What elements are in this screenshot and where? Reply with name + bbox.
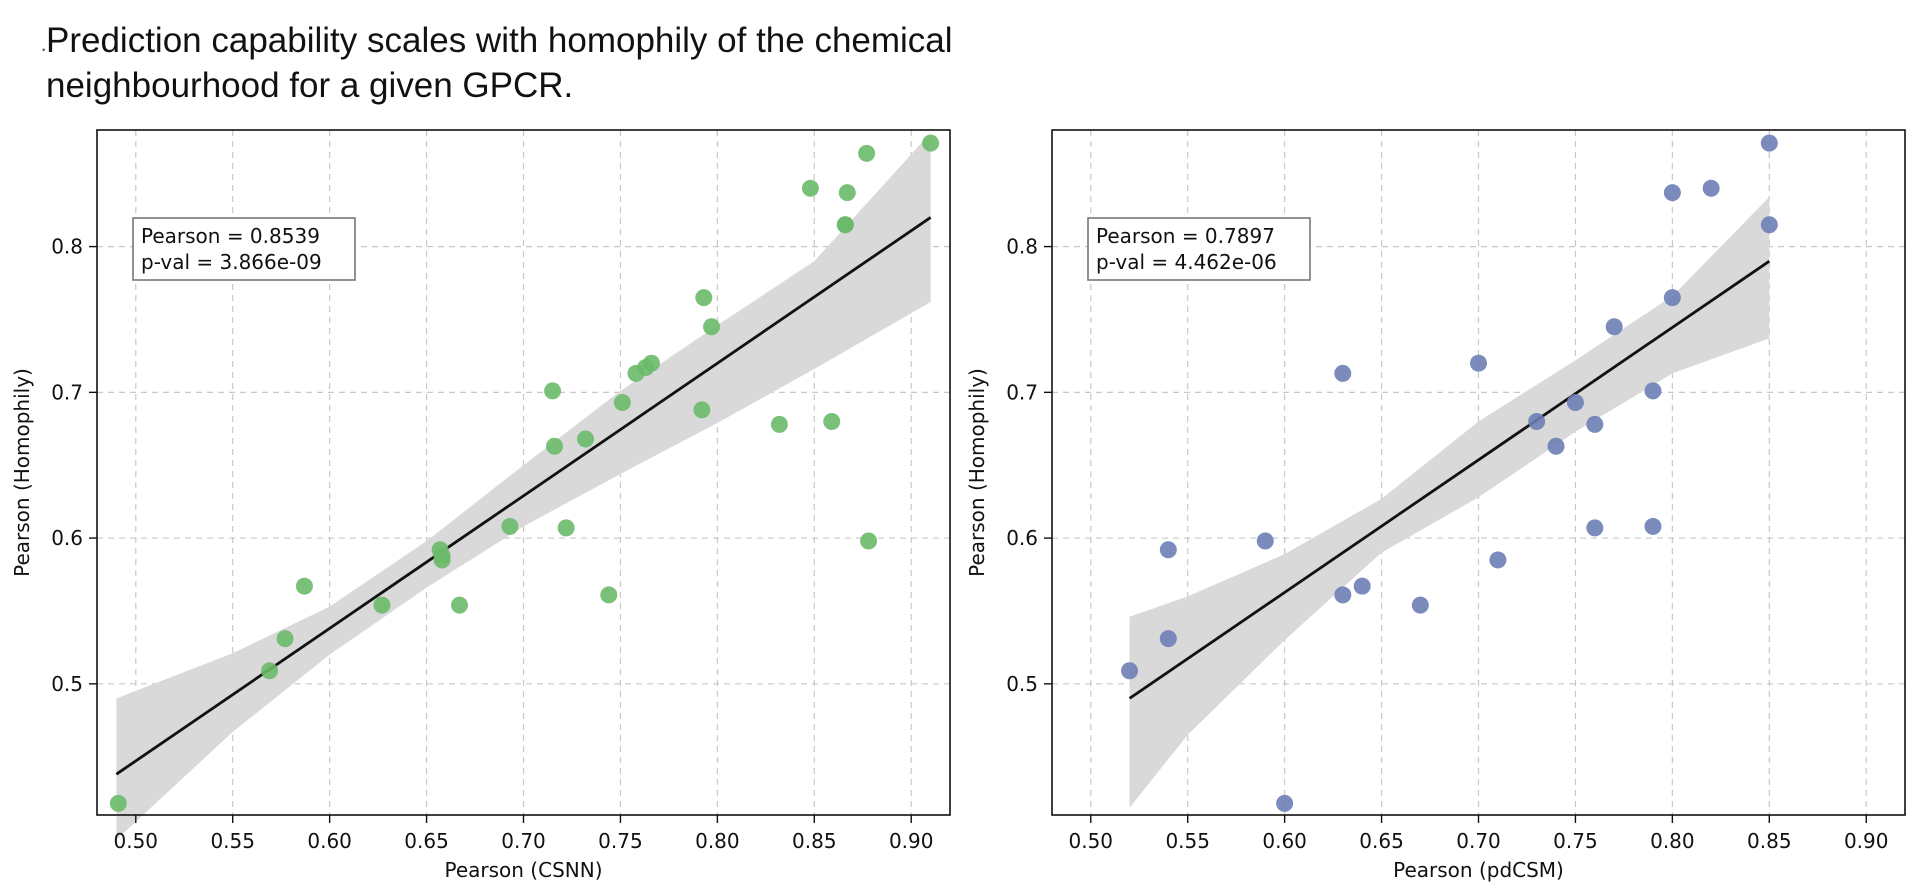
data-point [109, 794, 127, 812]
y-tick-label: 0.6 [51, 526, 83, 550]
data-point [1644, 517, 1662, 535]
data-point [858, 144, 876, 162]
data-point [600, 586, 618, 604]
data-point [642, 354, 660, 372]
y-tick-label: 0.8 [1006, 235, 1038, 259]
y-tick-label: 0.7 [51, 380, 83, 404]
data-point [1276, 794, 1294, 812]
x-axis-label: Pearson (pdCSM) [1393, 858, 1564, 882]
x-tick-label: 0.75 [598, 829, 643, 853]
data-point [1334, 586, 1352, 604]
x-tick-label: 0.85 [792, 829, 837, 853]
data-point [1470, 354, 1487, 372]
x-tick-label: 0.55 [210, 829, 255, 853]
data-point [1566, 394, 1584, 412]
data-point [693, 401, 711, 419]
y-tick-label: 0.7 [1006, 380, 1038, 404]
x-tick-label: 0.80 [1650, 829, 1695, 853]
data-point [1702, 179, 1720, 197]
x-tick-label: 0.80 [695, 829, 740, 853]
data-point [451, 596, 469, 614]
y-axis-label: Pearson (Homophily) [965, 368, 989, 577]
x-tick-label: 0.50 [1069, 829, 1114, 853]
data-point [823, 412, 841, 430]
x-tick-label: 0.65 [1359, 829, 1404, 853]
data-point [1547, 437, 1565, 455]
x-tick-label: 0.85 [1747, 829, 1792, 853]
y-tick-label: 0.8 [51, 235, 83, 259]
data-point [373, 596, 391, 614]
x-tick-label: 0.70 [501, 829, 546, 853]
data-point [770, 415, 788, 433]
data-point [801, 179, 819, 197]
data-point [1411, 596, 1429, 614]
y-tick-label: 0.5 [1006, 672, 1038, 696]
x-axis-label: Pearson (CSNN) [444, 858, 602, 882]
data-point [557, 519, 575, 537]
data-point [1605, 318, 1623, 336]
data-point [1353, 577, 1371, 595]
data-point [295, 577, 313, 595]
data-point [433, 551, 451, 569]
data-point [546, 437, 564, 455]
y-axis-label: Pearson (Homophily) [10, 368, 34, 577]
confidence-band [1129, 197, 1770, 808]
x-tick-label: 0.70 [1456, 829, 1501, 853]
data-point [922, 134, 940, 152]
data-point [836, 216, 854, 234]
data-point [1159, 541, 1177, 559]
data-point [544, 382, 562, 400]
data-point [1586, 519, 1604, 537]
x-tick-label: 0.90 [1844, 829, 1889, 853]
chart-panel-1: 0.50 0.55 0.60 0.65 0.70 0.75 0.80 0.85 0.90 0.5 0… [10, 129, 951, 882]
data-point [1663, 184, 1681, 202]
data-point [1586, 415, 1604, 433]
data-point [703, 318, 721, 336]
data-point [1644, 382, 1662, 400]
regression-line [115, 216, 932, 776]
x-tick-label: 0.55 [1165, 829, 1210, 853]
data-point [613, 394, 631, 412]
data-point [838, 184, 856, 202]
y-tick-label: 0.5 [51, 672, 83, 696]
regression-line [1128, 260, 1771, 700]
data-point [1663, 289, 1681, 307]
data-point [577, 430, 595, 448]
x-tick-label: 0.60 [307, 829, 352, 853]
stats-annotation-box [1087, 217, 1311, 281]
pvalue-annotation: p-val = 4.462e-06 [1096, 250, 1277, 274]
data-point [1256, 532, 1274, 550]
x-tick-label: 0.50 [114, 829, 159, 853]
x-tick-label: 0.60 [1262, 829, 1307, 853]
data-point [501, 517, 519, 535]
data-point [1528, 412, 1546, 430]
figure-caption: Prediction capability scales with homoph… [46, 21, 953, 105]
data-point [1334, 364, 1352, 382]
data-point [276, 630, 294, 648]
data-point [860, 532, 878, 550]
x-tick-label: 0.75 [1553, 829, 1598, 853]
data-point [261, 662, 279, 680]
data-point [1121, 662, 1139, 680]
data-point [1760, 216, 1778, 234]
data-point [1489, 551, 1507, 569]
data-point [1760, 134, 1778, 152]
x-tick-label: 0.90 [889, 829, 934, 853]
x-tick-label: 0.65 [404, 829, 449, 853]
confidence-band [116, 132, 931, 840]
data-point [695, 289, 713, 307]
y-tick-label: 0.6 [1006, 526, 1038, 550]
pvalue-annotation: p-val = 3.866e-09 [141, 250, 322, 274]
pearson-annotation: Pearson = 0.8539 [141, 224, 320, 248]
data-point [1159, 630, 1177, 648]
pearson-annotation: Pearson = 0.7897 [1096, 224, 1275, 248]
caption-bullet: · [40, 36, 48, 61]
stats-annotation-box [132, 217, 356, 281]
chart-panel-2: 0.50 0.55 0.60 0.65 0.70 0.75 0.80 0.85 0.90 0.5 0… [965, 129, 1906, 882]
